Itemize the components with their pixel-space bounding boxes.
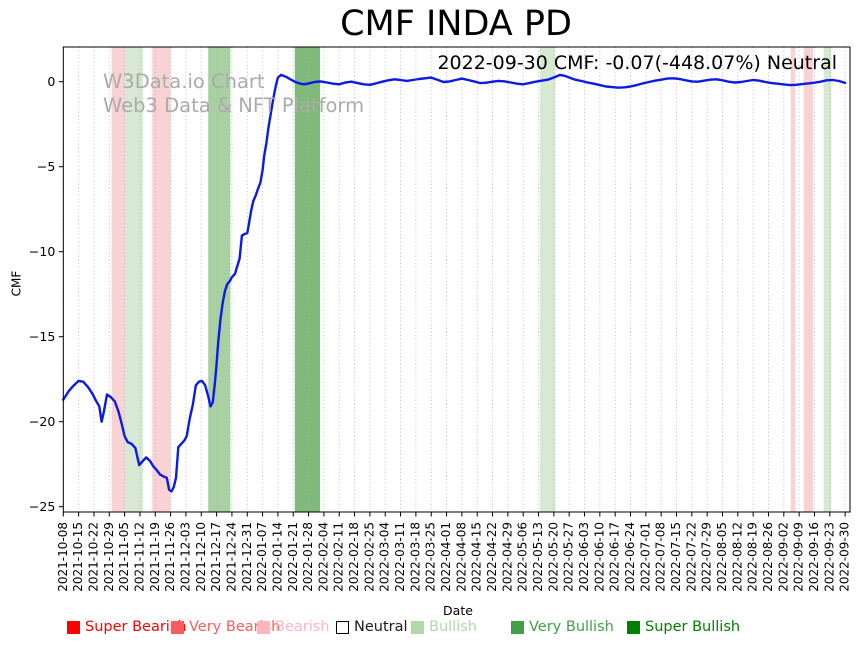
- svg-text:2022-02-04: 2022-02-04: [316, 522, 330, 592]
- svg-text:2022-05-13: 2022-05-13: [531, 522, 545, 592]
- svg-text:2022-09-02: 2022-09-02: [776, 522, 790, 592]
- y-axis-label: CMF: [9, 270, 24, 297]
- svg-text:2022-07-22: 2022-07-22: [684, 522, 698, 592]
- svg-text:2022-08-26: 2022-08-26: [761, 522, 775, 592]
- watermark-line2: Web3 Data & NFT Platform: [103, 94, 365, 117]
- svg-text:2022-07-01: 2022-07-01: [638, 522, 652, 592]
- tick-marks: [58, 81, 846, 517]
- svg-text:2022-04-29: 2022-04-29: [500, 522, 514, 592]
- svg-text:2021-11-05: 2021-11-05: [117, 522, 131, 592]
- svg-text:2021-11-12: 2021-11-12: [132, 522, 146, 592]
- svg-text:2022-03-04: 2022-03-04: [378, 522, 392, 592]
- latest-value-annotation: 2022-09-30 CMF: -0.07(-448.07%) Neutral: [437, 52, 837, 74]
- svg-text:2022-01-21: 2022-01-21: [286, 522, 300, 592]
- svg-text:2022-02-18: 2022-02-18: [347, 522, 361, 592]
- svg-text:2021-10-15: 2021-10-15: [71, 522, 85, 592]
- watermark-line1: W3Data.io Chart: [103, 70, 265, 93]
- svg-text:2022-05-06: 2022-05-06: [516, 522, 530, 592]
- svg-text:2022-02-25: 2022-02-25: [362, 522, 376, 592]
- svg-text:2021-12-17: 2021-12-17: [209, 522, 223, 592]
- svg-text:2022-07-29: 2022-07-29: [700, 522, 714, 592]
- cmf-line-series: [62, 73, 847, 493]
- svg-text:2021-11-26: 2021-11-26: [163, 522, 177, 592]
- signal-bands: [111, 47, 832, 512]
- svg-text:2022-06-03: 2022-06-03: [577, 522, 591, 592]
- svg-text:2022-06-24: 2022-06-24: [623, 522, 637, 592]
- chart-title: CMF INDA PD: [340, 4, 572, 44]
- x-axis-label: Date: [443, 603, 473, 618]
- x-tick-labels: 2021-10-08 2021-10-15 2021-10-22 2021-10-29…: [56, 522, 852, 592]
- svg-text:2022-04-01: 2022-04-01: [439, 522, 453, 592]
- svg-text:2022-06-17: 2022-06-17: [608, 522, 622, 592]
- svg-text:2022-03-11: 2022-03-11: [393, 522, 407, 592]
- svg-text:2021-12-03: 2021-12-03: [178, 522, 192, 592]
- svg-text:2022-07-15: 2022-07-15: [669, 522, 683, 592]
- svg-text:2022-07-08: 2022-07-08: [654, 522, 668, 592]
- svg-text:2022-05-27: 2022-05-27: [562, 522, 576, 592]
- axes-frame: [62, 46, 851, 513]
- svg-text:2022-02-11: 2022-02-11: [332, 522, 346, 592]
- svg-text:2022-01-14: 2022-01-14: [270, 522, 284, 592]
- svg-text:2022-09-09: 2022-09-09: [792, 522, 806, 592]
- svg-text:−15: −15: [29, 329, 55, 344]
- svg-text:−20: −20: [29, 414, 55, 429]
- svg-text:−25: −25: [29, 499, 55, 514]
- svg-text:0: 0: [47, 74, 55, 89]
- svg-text:2022-04-15: 2022-04-15: [470, 522, 484, 592]
- svg-text:2021-10-08: 2021-10-08: [56, 522, 70, 592]
- svg-text:2022-08-12: 2022-08-12: [730, 522, 744, 592]
- y-tick-labels: 0 −5 −10 −15 −20 −25: [29, 74, 55, 514]
- svg-text:2022-06-10: 2022-06-10: [592, 522, 606, 592]
- svg-text:2021-12-31: 2021-12-31: [240, 522, 254, 592]
- svg-text:2022-05-20: 2022-05-20: [546, 522, 560, 592]
- svg-text:2021-12-24: 2021-12-24: [224, 522, 238, 592]
- svg-text:2022-04-22: 2022-04-22: [485, 522, 499, 592]
- svg-text:2021-10-22: 2021-10-22: [86, 522, 100, 592]
- svg-text:2022-01-28: 2022-01-28: [301, 522, 315, 592]
- svg-text:2022-08-05: 2022-08-05: [715, 522, 729, 592]
- svg-text:2022-08-19: 2022-08-19: [746, 522, 760, 592]
- svg-text:2021-11-19: 2021-11-19: [148, 522, 162, 592]
- svg-text:2022-09-23: 2022-09-23: [822, 522, 836, 592]
- svg-text:2022-04-08: 2022-04-08: [454, 522, 468, 592]
- svg-text:2022-09-30: 2022-09-30: [838, 522, 852, 592]
- svg-text:−10: −10: [29, 244, 55, 259]
- svg-text:−5: −5: [37, 159, 55, 174]
- svg-text:2022-03-18: 2022-03-18: [408, 522, 422, 592]
- svg-text:2022-03-25: 2022-03-25: [424, 522, 438, 592]
- svg-text:2021-12-10: 2021-12-10: [194, 522, 208, 592]
- svg-text:2022-09-16: 2022-09-16: [807, 522, 821, 592]
- svg-text:2022-01-07: 2022-01-07: [255, 522, 269, 592]
- svg-text:2021-10-29: 2021-10-29: [102, 522, 116, 592]
